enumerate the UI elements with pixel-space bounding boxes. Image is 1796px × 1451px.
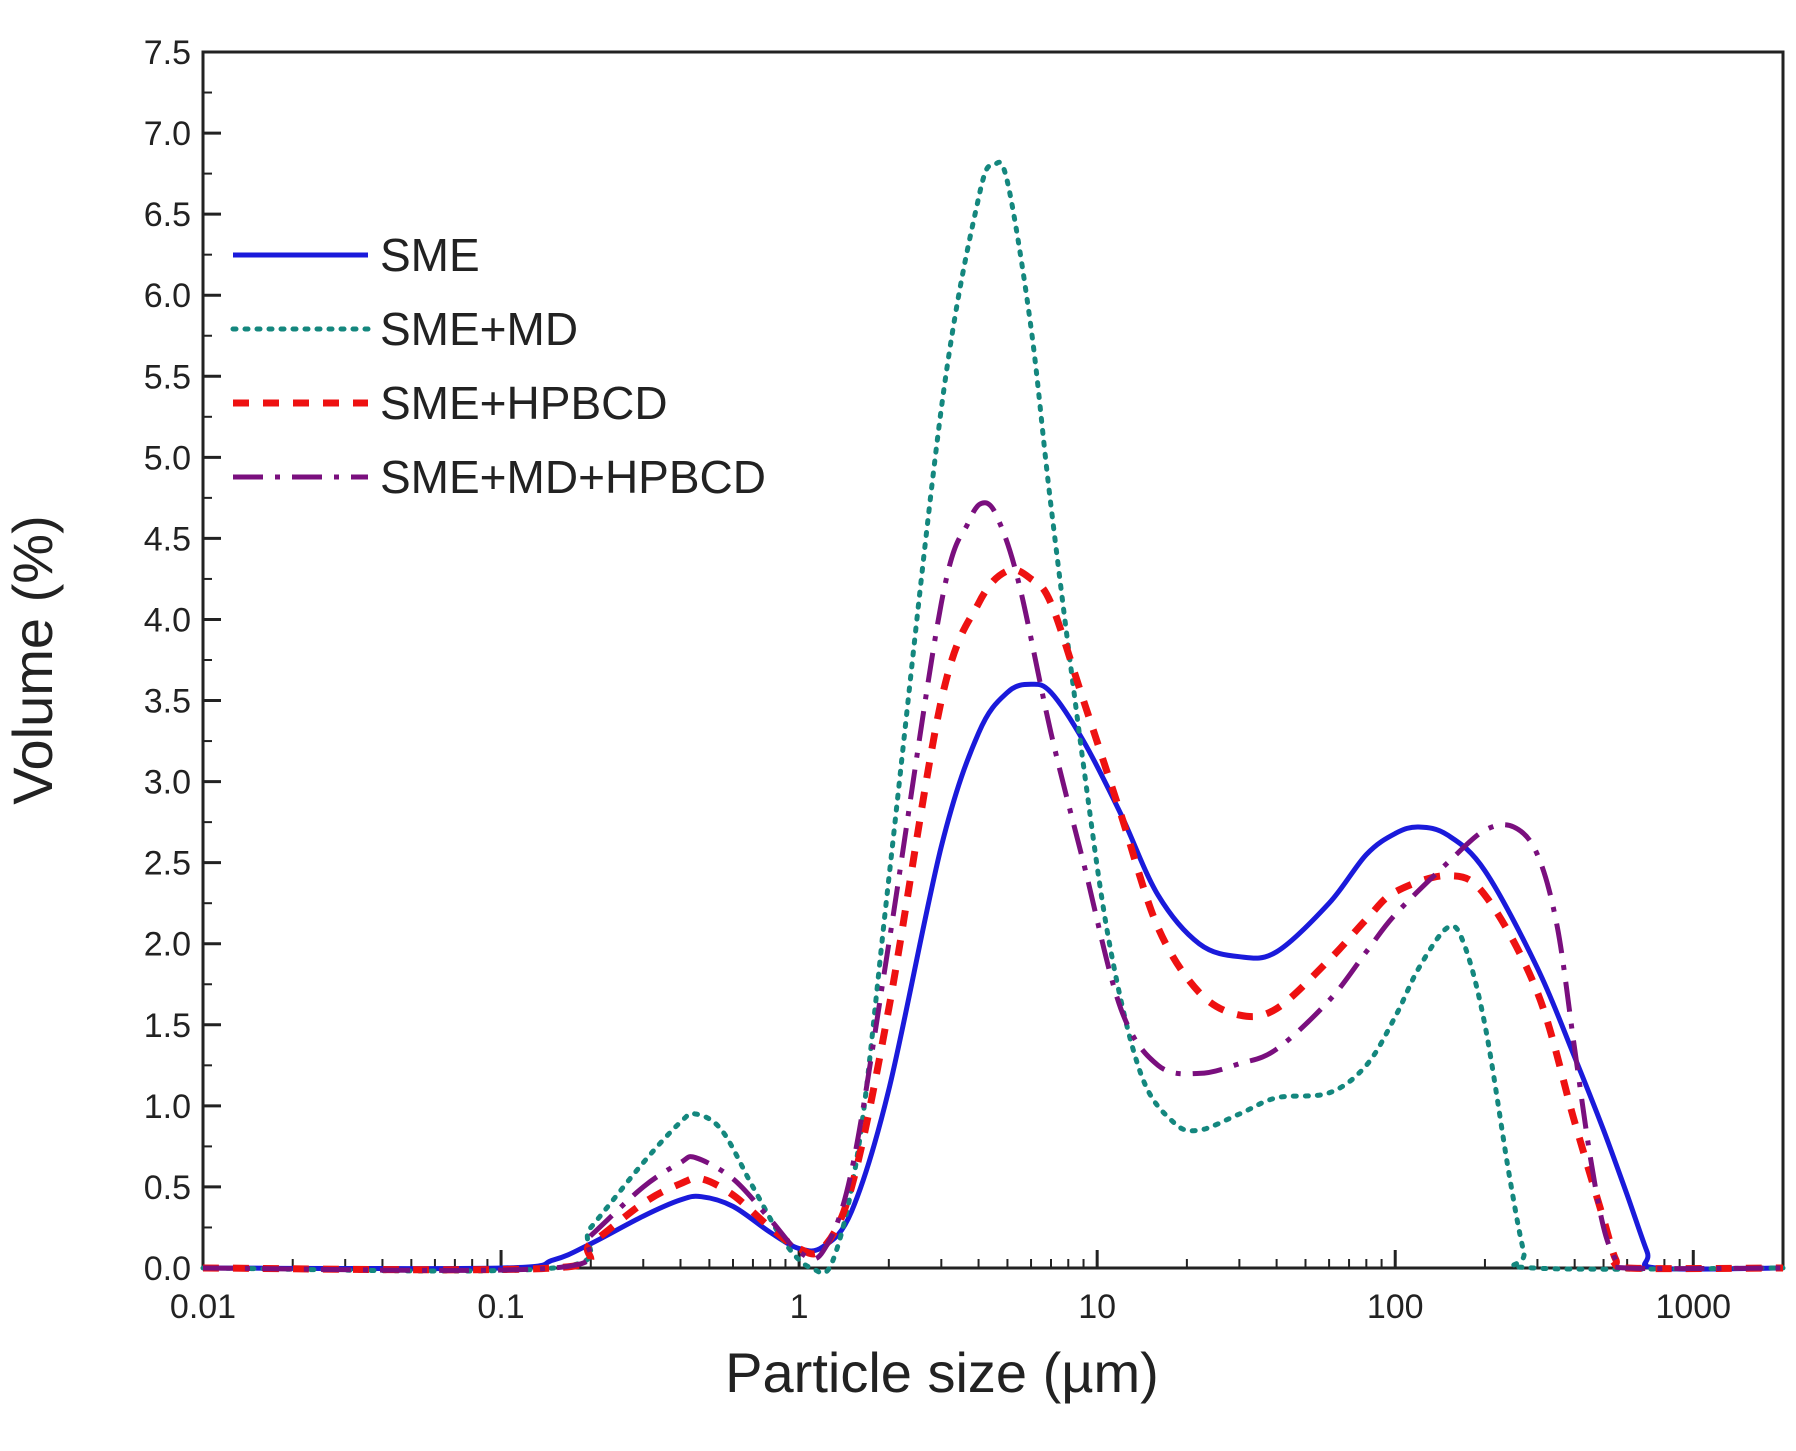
legend-label-3: SME+MD+HPBCD: [380, 451, 766, 503]
y-tick-label: 4.0: [144, 601, 191, 639]
y-tick-label: 2.0: [144, 926, 191, 964]
legend: SME SME+MD SME+HPBCD SME+MD+HPBCD: [230, 229, 766, 503]
y-tick-label: 6.0: [144, 277, 191, 315]
y-tick-label: 6.5: [144, 196, 191, 234]
y-tick-label: 7.5: [144, 34, 191, 72]
series-line-3: [202, 500, 1784, 1273]
x-tick-label: 0.1: [477, 1288, 524, 1326]
y-tick-label: 1.5: [144, 1007, 191, 1045]
y-tick-label: 1.0: [144, 1088, 191, 1126]
y-axis-ticks: 0.0 0.5 1.0 1.5 2.0 2.5 3.0 3.5 4.0 4.5 5.0 5.5 6.0 6…: [144, 34, 221, 1288]
x-tick-label: 100: [1367, 1288, 1424, 1326]
x-axis-ticks: 0.01 0.1 1 10 100 1000: [170, 1250, 1784, 1326]
legend-label-2: SME+HPBCD: [380, 377, 668, 429]
y-axis-title: Volume (%): [1, 515, 64, 804]
y-tick-label: 3.5: [144, 683, 191, 721]
y-tick-label: 2.5: [144, 845, 191, 883]
plot-area: [200, 159, 1786, 1276]
y-tick-label: 0.0: [144, 1250, 191, 1288]
x-tick-label: 10: [1078, 1288, 1116, 1326]
y-tick-label: 3.0: [144, 764, 191, 802]
series-line-2: [202, 566, 1784, 1274]
x-tick-label: 0.01: [170, 1288, 236, 1326]
y-tick-label: 5.0: [144, 439, 191, 477]
legend-label-1: SME+MD: [380, 303, 578, 355]
y-tick-label: 5.5: [144, 358, 191, 396]
y-tick-label: 0.5: [144, 1169, 191, 1207]
y-tick-label: 7.0: [144, 115, 191, 153]
x-axis-title: Particle size (µm): [725, 1341, 1159, 1404]
x-tick-label: 1: [790, 1288, 809, 1326]
series-line-0: [202, 681, 1784, 1272]
series-line-1: [200, 159, 1786, 1276]
y-tick-label: 4.5: [144, 520, 191, 558]
x-tick-label: 1000: [1655, 1288, 1731, 1326]
legend-label-0: SME: [380, 229, 480, 281]
